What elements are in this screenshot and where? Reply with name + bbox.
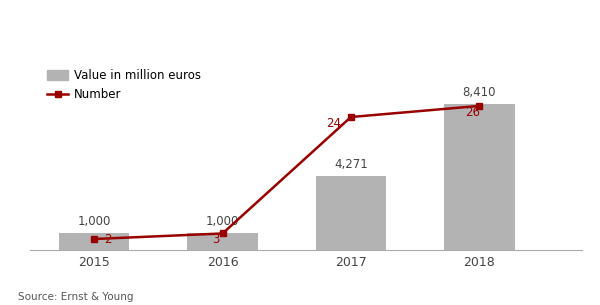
Bar xyxy=(187,233,258,250)
Bar xyxy=(444,103,515,250)
Text: 3: 3 xyxy=(212,233,220,246)
Text: 1,000: 1,000 xyxy=(77,215,111,228)
Legend: Value in million euros, Number: Value in million euros, Number xyxy=(47,69,201,101)
Text: Source: Ernst & Young: Source: Ernst & Young xyxy=(18,292,133,302)
Text: 26: 26 xyxy=(466,106,481,119)
Text: 24: 24 xyxy=(326,117,341,130)
Text: 1,000: 1,000 xyxy=(206,215,239,228)
Bar xyxy=(316,176,386,250)
Text: 2: 2 xyxy=(104,232,112,246)
Bar xyxy=(59,233,130,250)
Text: 4,271: 4,271 xyxy=(334,158,368,171)
Text: 8,410: 8,410 xyxy=(463,86,496,99)
